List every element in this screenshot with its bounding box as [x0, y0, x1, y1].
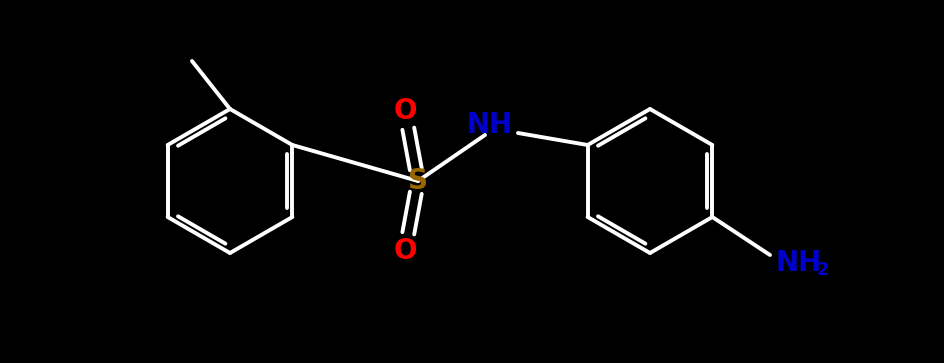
Text: H: H [488, 111, 512, 139]
Text: S: S [408, 167, 428, 195]
Text: N: N [466, 111, 490, 139]
Text: 2: 2 [817, 261, 830, 279]
Text: NH: NH [775, 249, 821, 277]
Text: O: O [394, 237, 416, 265]
Text: O: O [394, 97, 416, 125]
